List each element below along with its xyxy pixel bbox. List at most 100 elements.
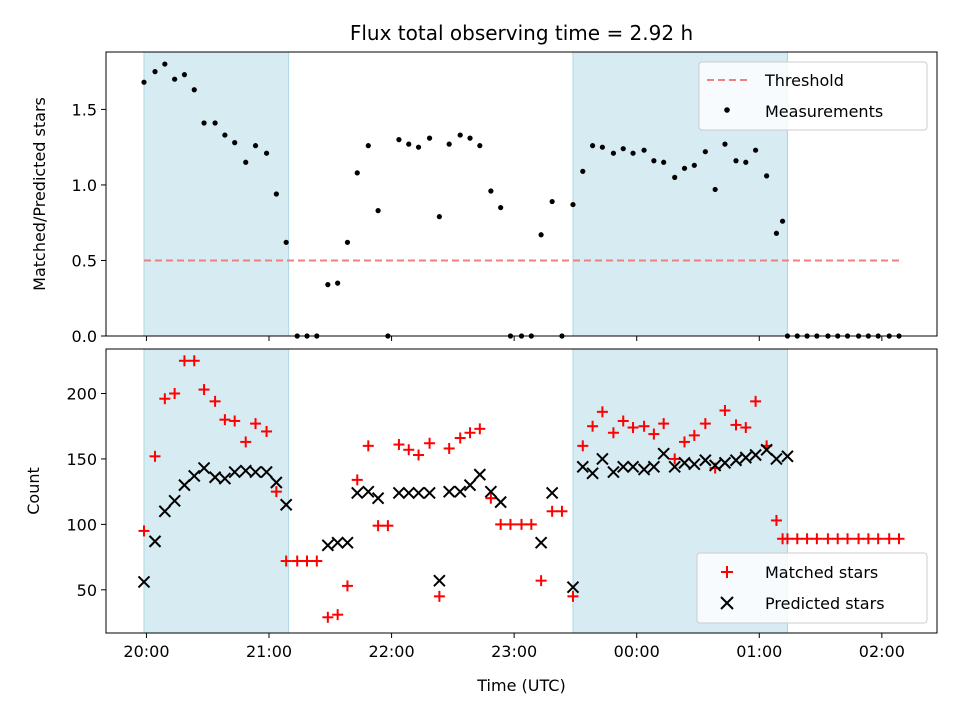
measurement-point bbox=[691, 162, 697, 168]
measurement-point bbox=[162, 61, 168, 67]
matched-star-marker bbox=[822, 533, 834, 545]
matched-star-marker bbox=[679, 436, 691, 448]
matched-star-marker bbox=[351, 474, 363, 486]
chart-title: Flux total observing time = 2.92 h bbox=[350, 21, 693, 45]
measurement-point bbox=[365, 143, 371, 149]
legend-matched-label: Matched stars bbox=[765, 563, 878, 582]
matched-star-marker bbox=[525, 518, 537, 530]
x-axis-label: Time (UTC) bbox=[476, 676, 565, 695]
bot-x-tick-label: 23:00 bbox=[491, 642, 537, 661]
matched-star-marker bbox=[658, 418, 670, 430]
matched-star-marker bbox=[424, 437, 436, 449]
predicted-star-marker bbox=[218, 472, 232, 485]
predicted-star-marker bbox=[331, 536, 344, 549]
measurement-point bbox=[436, 214, 442, 220]
bottom-y-ticks: 50 100 150 200 bbox=[66, 384, 106, 600]
matched-star-marker bbox=[801, 533, 813, 545]
predicted-star-marker bbox=[188, 469, 201, 483]
measurement-point bbox=[702, 149, 708, 155]
bot-x-tick-label: 02:00 bbox=[859, 642, 905, 661]
bot-shaded-span-0 bbox=[143, 348, 290, 634]
bottom-y-axis-label: Count bbox=[24, 467, 43, 515]
measurement-point bbox=[457, 132, 463, 138]
measurement-point bbox=[172, 76, 178, 82]
measurement-point bbox=[232, 140, 238, 146]
matched-star-marker bbox=[413, 449, 425, 461]
bot-x-tick-label: 00:00 bbox=[614, 642, 660, 661]
predicted-star-marker bbox=[178, 478, 191, 492]
measurement-point bbox=[141, 79, 147, 85]
top-y-tick-label: 1.5 bbox=[72, 100, 97, 119]
bot-x-tick-label: 20:00 bbox=[123, 642, 169, 661]
measurement-point bbox=[467, 135, 473, 141]
predicted-star-marker bbox=[534, 536, 548, 549]
measurement-point bbox=[712, 186, 718, 193]
predicted-star-marker bbox=[341, 536, 354, 549]
matched-star-marker bbox=[362, 440, 374, 452]
measurement-point bbox=[538, 232, 544, 238]
bot-y-tick-label: 150 bbox=[66, 450, 97, 469]
predicted-star-marker bbox=[412, 486, 425, 500]
matched-star-marker bbox=[853, 533, 865, 545]
predicted-star-marker bbox=[260, 465, 273, 479]
top-axes-frame bbox=[105, 51, 938, 337]
measurement-point bbox=[610, 150, 617, 156]
matched-star-marker bbox=[862, 533, 874, 545]
predicted-star-marker bbox=[749, 448, 762, 462]
legend-threshold-label: Threshold bbox=[764, 71, 844, 90]
bot-y-tick-label: 50 bbox=[77, 581, 97, 600]
predicted-star-marker bbox=[770, 452, 783, 466]
predicted-star-marker bbox=[433, 574, 446, 587]
measurement-point bbox=[375, 208, 381, 214]
measurement-point bbox=[630, 150, 636, 156]
top-legend-box bbox=[698, 61, 928, 131]
measurement-point bbox=[773, 230, 780, 236]
matched-star-marker bbox=[791, 533, 803, 545]
measurement-point bbox=[722, 141, 728, 147]
predicted-star-marker bbox=[739, 451, 753, 464]
predicted-star-marker bbox=[781, 450, 794, 463]
matched-star-marker bbox=[403, 444, 415, 456]
top-y-ticks: 0.0 0.5 1.0 1.5 bbox=[72, 100, 106, 346]
measurement-point bbox=[477, 143, 483, 149]
matched-star-marker bbox=[842, 533, 854, 545]
matched-star-marker bbox=[261, 425, 273, 437]
matched-star-marker bbox=[556, 505, 568, 517]
matched-star-marker bbox=[485, 492, 497, 504]
matched-star-marker bbox=[198, 384, 210, 396]
matched-star-marker bbox=[229, 415, 241, 427]
matched-star-marker bbox=[454, 432, 466, 444]
predicted-star-marker bbox=[454, 485, 467, 498]
measurement-point bbox=[733, 158, 739, 164]
bot-y-tick-label: 200 bbox=[66, 384, 97, 403]
measurement-point bbox=[212, 120, 218, 126]
predicted-star-marker bbox=[657, 447, 670, 460]
predicted-star-marker bbox=[708, 459, 722, 472]
predicted-star-marker bbox=[494, 495, 507, 509]
matched-star-marker bbox=[811, 533, 823, 545]
measurement-point bbox=[325, 282, 331, 288]
bot-x-tick-label: 01:00 bbox=[736, 642, 782, 661]
measurement-point bbox=[252, 143, 259, 149]
matched-star-marker bbox=[872, 533, 884, 545]
bot-x-tick-label: 22:00 bbox=[369, 642, 415, 661]
measurement-point bbox=[263, 150, 270, 156]
matched-star-marker bbox=[240, 436, 252, 448]
matched-star-marker bbox=[516, 518, 527, 530]
matched-star-marker bbox=[750, 395, 762, 407]
top-shaded-span-0 bbox=[143, 51, 290, 337]
measurement-point bbox=[549, 198, 555, 205]
predicted-star-marker bbox=[566, 580, 580, 594]
measurement-point bbox=[354, 170, 360, 176]
top-panel: 0.0 0.5 1.0 1.5 Flux total observing time =… bbox=[30, 21, 938, 346]
measurement-point bbox=[415, 144, 422, 150]
predicted-star-marker bbox=[607, 465, 620, 479]
predicted-star-marker bbox=[718, 456, 732, 470]
predicted-star-marker bbox=[545, 486, 559, 500]
matched-star-marker bbox=[209, 395, 221, 407]
predicted-star-markers bbox=[137, 443, 794, 594]
matched-star-marker bbox=[669, 453, 681, 465]
matched-star-marker bbox=[301, 555, 313, 567]
matched-star-marker bbox=[719, 405, 731, 417]
matched-star-markers bbox=[138, 355, 905, 623]
